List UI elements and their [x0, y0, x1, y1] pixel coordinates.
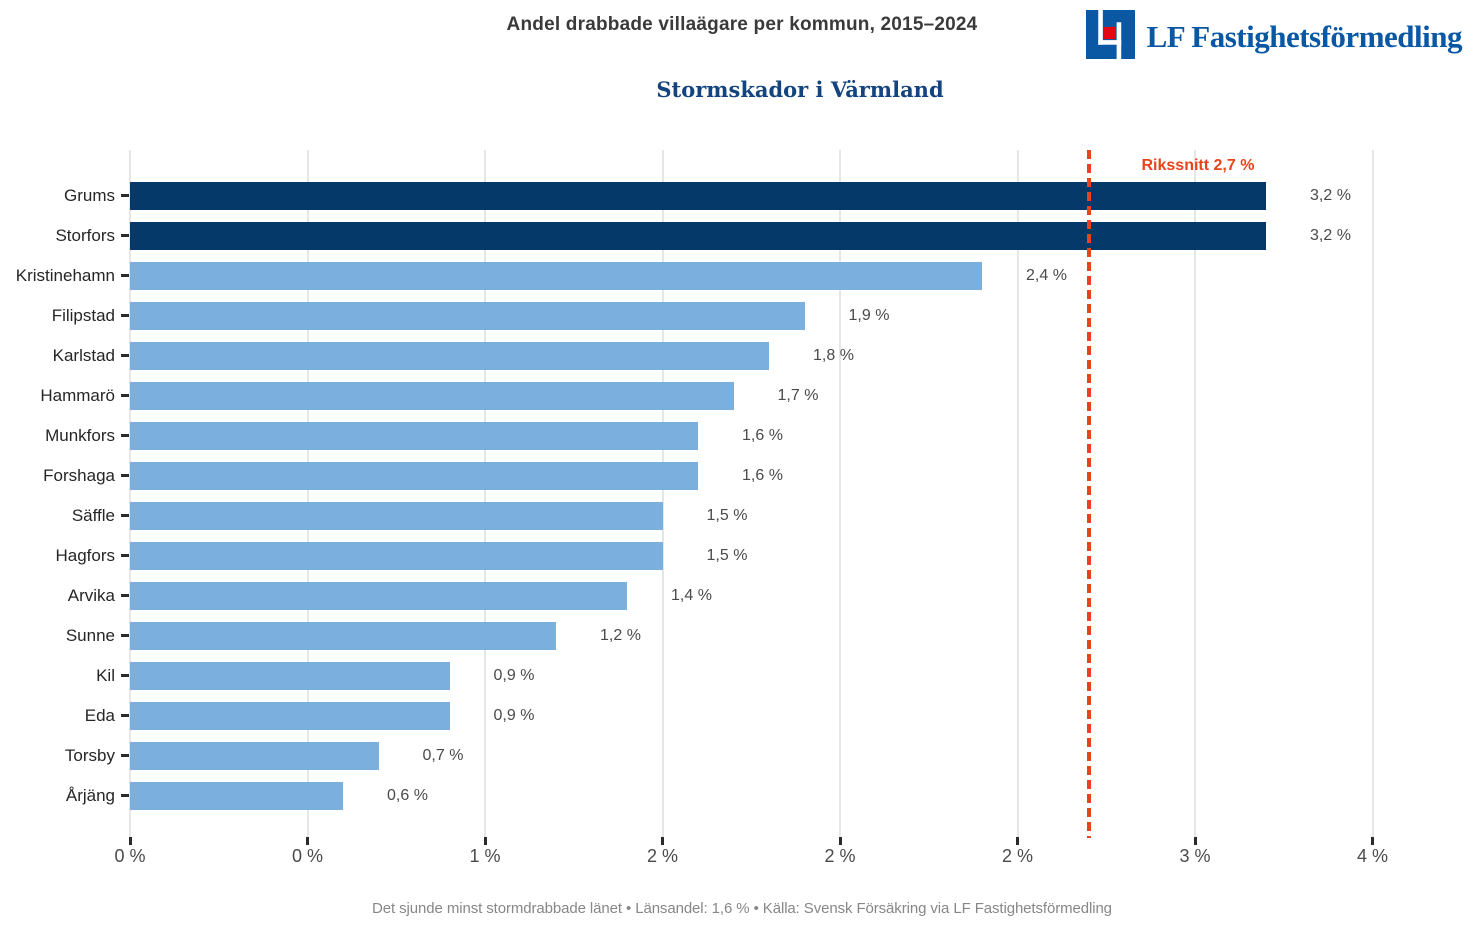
bar [130, 541, 663, 570]
bar-value-label: 1,8 % [813, 346, 854, 364]
x-axis-tick [483, 837, 487, 845]
bar-row-label: Eda [84, 705, 115, 725]
x-axis-tick-label: 2 % [646, 846, 679, 866]
bar-row-label: Årjäng [65, 785, 115, 805]
bar [130, 741, 379, 770]
y-axis-tick [121, 674, 129, 677]
y-axis-tick [121, 594, 129, 597]
y-axis-tick [121, 234, 129, 237]
x-axis-tick-label: 2 % [824, 846, 856, 866]
x-axis-tick [128, 837, 132, 845]
bar [130, 301, 805, 330]
y-axis-tick [121, 194, 129, 197]
bar-value-label: 0,7 % [422, 746, 464, 764]
x-axis-tick-label: 3 % [1179, 846, 1211, 866]
bar-row-label: Torsby [64, 745, 115, 765]
bar-value-label: 1,5 % [706, 546, 748, 564]
bar-value-label: 1,9 % [848, 306, 890, 324]
bar [130, 221, 1266, 250]
bar-value-label: 1,5 % [706, 506, 748, 524]
bar-value-label: 0,9 % [493, 666, 535, 684]
bar-row-label: Grums [64, 185, 115, 205]
gridline [306, 150, 309, 838]
y-axis-tick [121, 354, 129, 357]
bar-row-label: Karlstad [52, 345, 115, 365]
bar-value-label: 1,6 % [742, 426, 783, 444]
lf-logo: LF Fastighetsförmedling [1085, 10, 1463, 64]
bar [130, 581, 627, 610]
y-axis-tick [121, 314, 129, 317]
y-axis-tick [121, 474, 129, 477]
bar-row-label: Säffle [71, 505, 115, 525]
bar [130, 421, 698, 450]
chart-subtitle: Stormskador i Värmland [656, 77, 944, 102]
bar-value-label: 1,4 % [671, 586, 712, 604]
bar-value-label: 1,7 % [777, 386, 819, 404]
bar-value-label: 1,2 % [600, 626, 641, 644]
gridline [839, 150, 841, 838]
bar-row-label: Kristinehamn [15, 265, 115, 285]
bar [130, 701, 450, 730]
bar [130, 181, 1266, 210]
bar-value-label: 0,6 % [387, 786, 428, 804]
bar-value-label: 3,2 % [1310, 226, 1351, 244]
x-axis-tick-label: 2 % [1001, 846, 1034, 866]
y-axis-tick [121, 394, 129, 397]
footer-caption: Det sjunde minst stormdrabbade länet • L… [372, 900, 1112, 917]
bar-row-label: Hagfors [55, 545, 115, 565]
y-axis-tick [121, 554, 129, 557]
reference-line-label: Rikssnitt 2,7 % [1141, 157, 1255, 174]
bar [130, 461, 698, 490]
lf-logo-icon [1085, 10, 1135, 64]
bar-row-label: Forshaga [43, 465, 115, 485]
bar-value-label: 0,9 % [493, 706, 535, 724]
gridline [1016, 150, 1019, 838]
gridline [1194, 150, 1196, 838]
bar [130, 381, 734, 410]
y-axis-tick [121, 634, 129, 637]
gridline [129, 150, 131, 838]
x-axis-tick [1371, 837, 1374, 845]
bar-row-label: Kil [96, 665, 115, 685]
lf-logo-wordmark: LF Fastighetsförmedling [1146, 19, 1463, 54]
x-axis-tick [661, 837, 664, 845]
bar-row-label: Arvika [67, 585, 115, 605]
x-axis-tick-label: 4 % [1356, 846, 1389, 866]
bar-row-label: Munkfors [45, 425, 115, 445]
bar-row-label: Hammarö [40, 385, 115, 405]
y-axis-tick [121, 794, 129, 797]
y-axis-tick [121, 274, 129, 277]
bar [130, 341, 769, 370]
x-axis-tick [306, 837, 309, 845]
bar [130, 781, 343, 810]
bar-value-label: 3,2 % [1310, 186, 1351, 204]
x-axis-tick-label: 1 % [469, 846, 501, 866]
bar-row-label: Filipstad [51, 305, 115, 325]
bar-value-label: 1,6 % [742, 466, 783, 484]
gridline [661, 150, 664, 838]
y-axis-tick [121, 754, 129, 757]
bar [130, 501, 663, 530]
bar-row-label: Sunne [65, 625, 115, 645]
x-axis-tick [1016, 837, 1019, 845]
bar [130, 621, 556, 650]
y-axis-tick [121, 514, 129, 517]
x-axis-tick [838, 837, 842, 845]
page-title: Andel drabbade villaägare per kommun, 20… [506, 14, 978, 35]
y-axis-tick [121, 434, 129, 437]
x-axis-tick-label: 0 % [291, 846, 324, 866]
bar-row-label: Storfors [55, 225, 115, 245]
gridline [1371, 150, 1374, 838]
bar [130, 261, 982, 290]
reference-line [1086, 150, 1091, 838]
bar-value-label: 2,4 % [1026, 266, 1067, 284]
x-axis-tick [1193, 837, 1197, 845]
y-axis-tick [121, 714, 129, 717]
x-axis-tick-label: 0 % [114, 846, 146, 866]
gridline [484, 150, 486, 838]
bar [130, 661, 450, 690]
